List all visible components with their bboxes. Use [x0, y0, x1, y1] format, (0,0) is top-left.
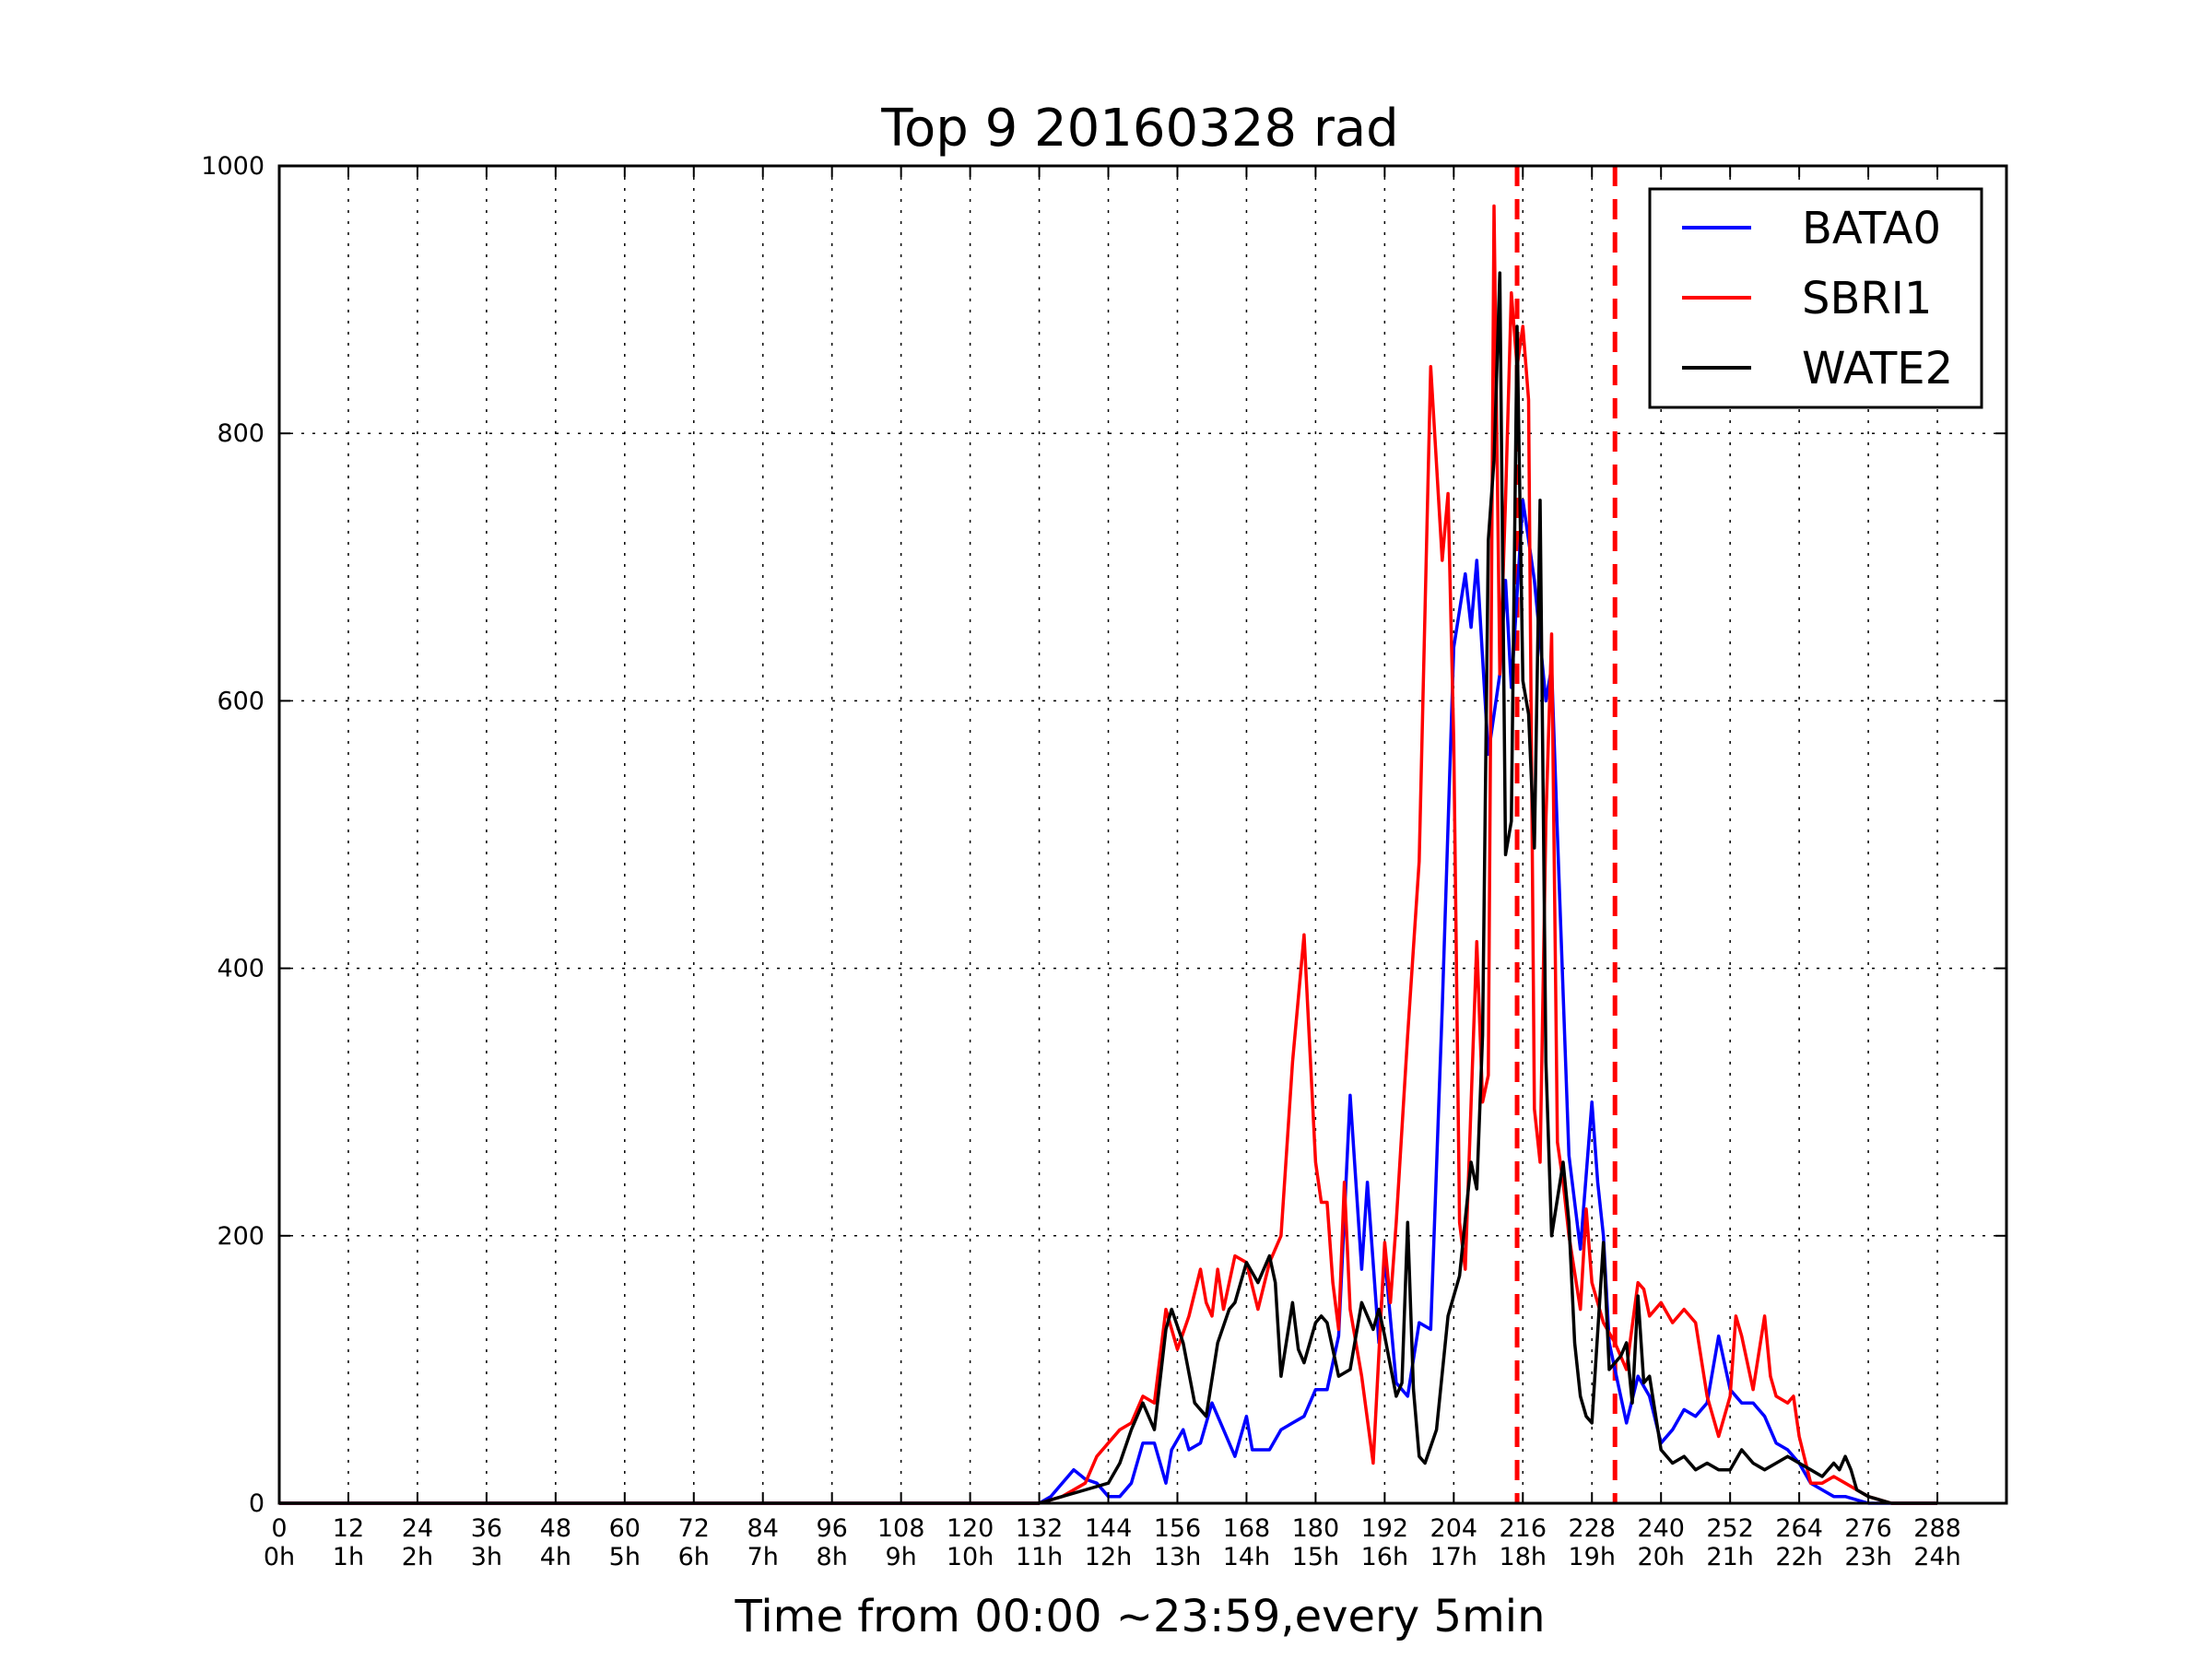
x-tick-label: 288 24h [1913, 1514, 1961, 1571]
legend-label: BATA0 [1802, 203, 1941, 254]
x-tick-label: 0 0h [264, 1514, 295, 1571]
x-tick-label: 252 21h [1706, 1514, 1754, 1571]
series-line-bata0 [279, 499, 1937, 1505]
x-tick-label: 240 20h [1637, 1514, 1685, 1571]
y-tick-label: 600 [217, 687, 265, 715]
x-tick-label: 192 16h [1361, 1514, 1409, 1571]
x-tick-label: 108 9h [877, 1514, 925, 1571]
data-series [279, 204, 1937, 1505]
legend-label: SBRI1 [1802, 273, 1932, 324]
x-tick-label: 36 3h [471, 1514, 502, 1571]
y-tick-label: 0 [249, 1489, 265, 1518]
x-tick-label: 72 6h [678, 1514, 710, 1571]
y-tick-label: 200 [217, 1222, 265, 1251]
x-tick-label: 48 4h [540, 1514, 571, 1571]
x-tick-label: 144 12h [1085, 1514, 1133, 1571]
x-tick-label: 204 17h [1430, 1514, 1478, 1571]
axis-ticks: 0 0h 12 1h 24 2h 36 3h 48 4h 60 5h 72 6h 84 7h 96 8h 108 9h… [201, 152, 2006, 1571]
plot-frame [277, 164, 2008, 1505]
x-tick-label: 12 1h [333, 1514, 364, 1571]
grid-lines [279, 166, 2006, 1503]
x-tick-label: 96 8h [817, 1514, 848, 1571]
legend-label: WATE2 [1802, 343, 1953, 394]
y-tick-label: 1000 [201, 152, 265, 181]
x-tick-label: 24 2h [402, 1514, 433, 1571]
series-line-sbri1 [279, 204, 1937, 1505]
x-tick-label: 180 15h [1292, 1514, 1340, 1571]
x-tick-label: 156 13h [1154, 1514, 1202, 1571]
y-tick-label: 800 [217, 419, 265, 448]
x-tick-label: 168 14h [1223, 1514, 1271, 1571]
x-tick-label: 120 10h [947, 1514, 994, 1571]
x-tick-label: 132 11h [1016, 1514, 1064, 1571]
x-tick-label: 228 19h [1568, 1514, 1616, 1571]
x-axis-label: Time from 00:00 ~23:59,every 5min [735, 1591, 1546, 1642]
reference-lines [1514, 166, 1618, 1503]
x-tick-label: 60 5h [609, 1514, 641, 1571]
legend: BATA0 SBRI1 WATE2 [1648, 187, 1983, 409]
x-tick-label: 276 23h [1844, 1514, 1892, 1571]
x-tick-label: 84 7h [747, 1514, 779, 1571]
chart-title: Top 9 20160328 rad [880, 99, 1398, 159]
y-tick-label: 400 [217, 955, 265, 983]
series-line-wate2 [279, 271, 1937, 1505]
x-tick-label: 264 22h [1775, 1514, 1823, 1571]
x-tick-label: 216 18h [1500, 1514, 1547, 1571]
